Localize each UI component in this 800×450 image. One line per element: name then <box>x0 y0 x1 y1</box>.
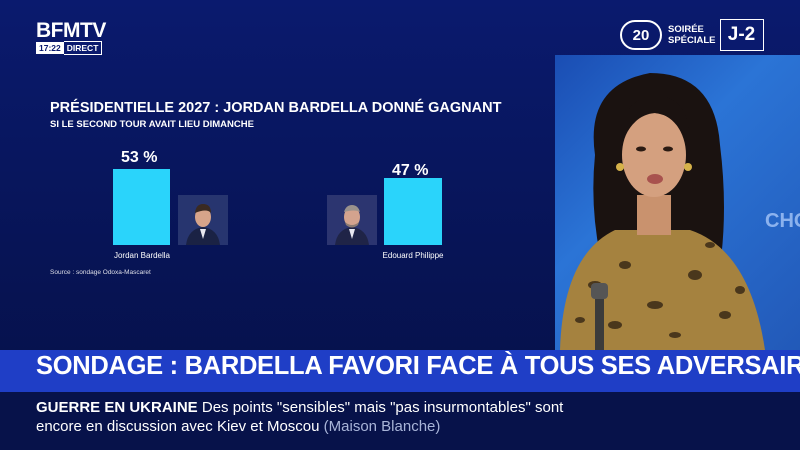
countdown-badge: J-2 <box>719 19 764 51</box>
ticker-text-2: encore en discussion avec Kiev et Moscou <box>36 418 320 435</box>
bar-philippe <box>384 177 442 245</box>
ticker-line-2: encore en discussion avec Kiev et Moscou… <box>36 418 440 435</box>
studio-backdrop-text: CHOT <box>765 210 800 232</box>
news-ticker <box>0 392 800 450</box>
ticker-text-1: Des points "sensibles" mais "pas insurmo… <box>201 399 564 416</box>
graphic-subtitle: SI LE SECOND TOUR AVAIT LIEU DIMANCHE <box>50 119 254 130</box>
bar-value-label: 53 % <box>121 149 158 166</box>
ticker-tag: GUERRE EN UKRAINE <box>36 399 198 416</box>
poll-graphic: PRÉSIDENTIELLE 2027 : JORDAN BARDELLA DO… <box>0 55 555 350</box>
special-evening-badge: 20 SOIRÉE SPÉCIALE J-2 <box>620 17 764 53</box>
candidate-name-bardella: Jordan Bardella <box>113 251 171 260</box>
bfmtv-logo: BFMTV <box>36 19 106 42</box>
ticker-line-1: GUERRE EN UKRAINE Des points "sensibles"… <box>36 399 563 416</box>
clock-time: 17:22 <box>36 42 64 54</box>
special-line1: SOIRÉE <box>668 24 704 35</box>
clock-live-badge: 17:22 DIRECT <box>36 41 103 55</box>
bar-value-label: 47 % <box>392 162 429 179</box>
candidate-name-philippe: Edouard Philippe <box>382 251 444 260</box>
headline-banner <box>0 350 800 392</box>
anniversary-number: 20 <box>632 26 650 44</box>
poll-source: Source : sondage Odoxa-Mascaret <box>50 269 151 276</box>
special-label: SOIRÉE SPÉCIALE <box>668 24 716 46</box>
candidate-photo-philippe <box>327 195 377 245</box>
ticker-source: (Maison Blanche) <box>323 418 441 435</box>
special-line2: SPÉCIALE <box>668 35 716 46</box>
candidate-photo-bardella <box>178 195 228 245</box>
live-label: DIRECT <box>63 41 103 55</box>
graphic-title: PRÉSIDENTIELLE 2027 : JORDAN BARDELLA DO… <box>50 100 502 116</box>
headline-text: SONDAGE : BARDELLA FAVORI FACE À TOUS SE… <box>36 352 800 380</box>
anniversary-logo: 20 <box>620 20 662 50</box>
bar-bardella <box>113 169 170 245</box>
presenter-video: CHOT <box>555 55 800 350</box>
presenter-figure <box>560 73 765 350</box>
